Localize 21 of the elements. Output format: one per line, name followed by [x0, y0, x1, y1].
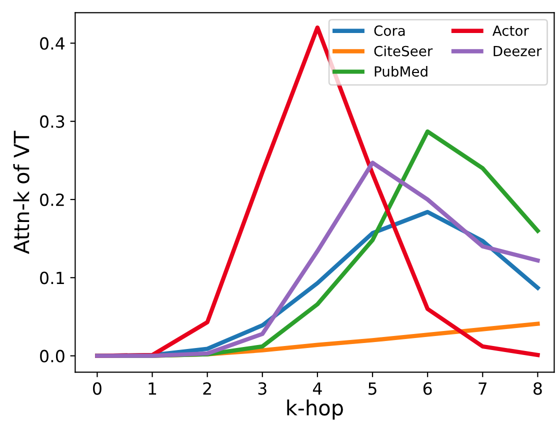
legend-label: PubMed	[374, 66, 428, 77]
x-tick-label: 6	[423, 382, 432, 395]
legend-label: CiteSeer	[374, 46, 433, 56]
x-axis-title: k-hop	[287, 399, 343, 420]
x-tick-label: 1	[148, 382, 156, 395]
y-tick-label: 0.2	[40, 193, 64, 206]
x-tick-label: 2	[203, 382, 211, 395]
y-tick-label: 0.3	[40, 115, 64, 128]
y-axis-title: Attn-k of VT	[13, 130, 30, 254]
x-tick-label: 3	[258, 382, 266, 395]
x-tick-label: 8	[534, 382, 542, 395]
x-tick-label: 4	[312, 382, 322, 395]
legend-label: Cora	[374, 25, 405, 36]
x-tick-label: 7	[478, 382, 487, 395]
x-tick-label: 5	[368, 382, 376, 395]
x-tick-label: 0	[93, 382, 102, 395]
legend-label: Deezer	[494, 46, 542, 56]
legend-label: Actor	[492, 26, 529, 36]
y-tick-label: 0.1	[40, 272, 64, 284]
y-tick-label: 0.0	[40, 350, 64, 362]
y-tick-label: 0.4	[40, 37, 65, 50]
